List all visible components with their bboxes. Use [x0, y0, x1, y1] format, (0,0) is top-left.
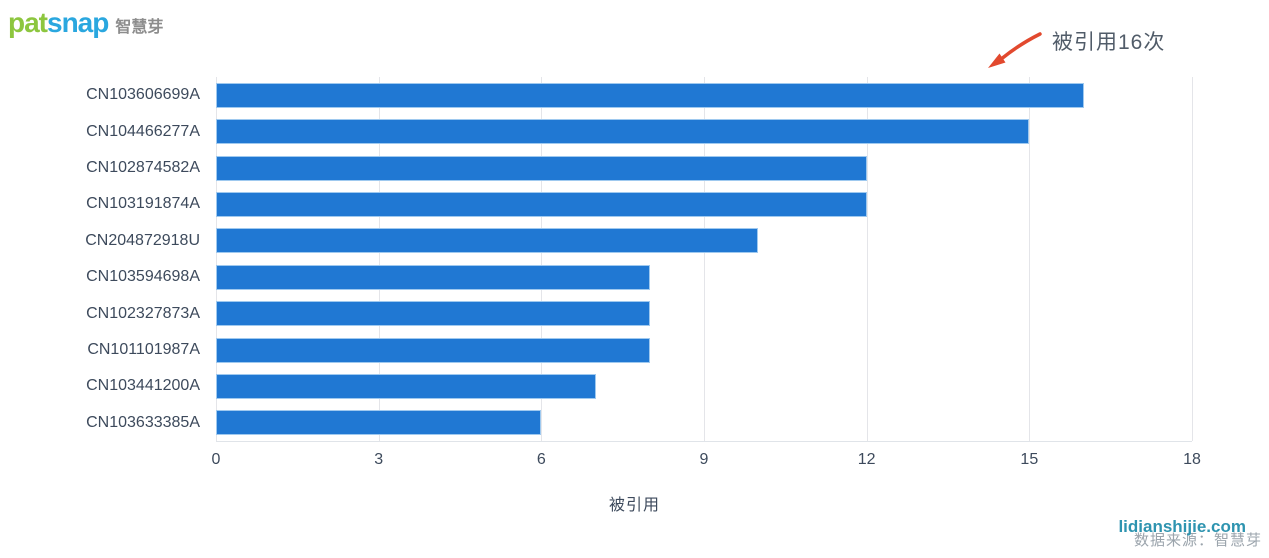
y-axis-label: CN101101987A	[87, 340, 200, 358]
y-axis-label: CN204872918U	[85, 231, 200, 249]
gridline	[1192, 77, 1193, 441]
bar-CN103191874A[interactable]	[216, 191, 867, 217]
x-axis-title: 被引用	[608, 497, 660, 514]
x-tick-label: 3	[374, 451, 384, 468]
logo-pat: pat	[8, 7, 48, 38]
footer: lidianshijie.com 数据来源：智慧芽	[1118, 517, 1262, 550]
bar-CN103594698A[interactable]	[216, 264, 650, 290]
y-axis-labels: CN103606699A CN104466277A CN102874582A CN10…	[0, 77, 208, 442]
annotation-arrow-icon	[988, 32, 1042, 68]
x-tick-label: 6	[536, 451, 546, 468]
x-tick-label: 12	[857, 451, 876, 468]
gridline	[541, 77, 543, 441]
plot-area	[216, 77, 1193, 442]
x-tick-label: 18	[1183, 451, 1201, 468]
logo-wordmark: patsnap	[8, 7, 109, 39]
x-axis-ticks: 0 3 6 9 12 15 18	[212, 450, 1201, 470]
gridline	[704, 77, 705, 441]
x-tick-label: 0	[211, 451, 221, 468]
gridline	[378, 77, 380, 441]
bar-CN102874582A[interactable]	[216, 155, 867, 181]
x-tick-label: 15	[1020, 451, 1039, 468]
y-axis-label: CN103594698A	[86, 268, 200, 286]
y-axis-label: CN103633385A	[86, 413, 200, 431]
logo-snap: snap	[47, 7, 109, 38]
bar-CN204872918U[interactable]	[216, 228, 759, 254]
bar-CN101101987A[interactable]	[216, 337, 650, 363]
x-tick-label: 9	[699, 451, 709, 468]
bar-CN103441200A[interactable]	[216, 373, 596, 399]
y-axis-label: CN103606699A	[86, 86, 200, 104]
bar-CN103606699A[interactable]	[216, 82, 1084, 108]
patsnap-logo: patsnap 智慧芽	[8, 7, 163, 39]
bar-CN102327873A[interactable]	[216, 301, 650, 327]
y-axis-label: CN103191874A	[86, 195, 200, 213]
y-axis-label: CN104466277A	[86, 122, 200, 140]
gridlines	[216, 77, 1193, 441]
data-source-label: 数据来源：智慧芽	[1133, 532, 1262, 549]
logo-brand-cn: 智慧芽	[115, 19, 164, 36]
watermark-link: lidianshijie.com	[1118, 517, 1246, 536]
bar-CN104466277A[interactable]	[216, 119, 1030, 145]
gridline	[216, 77, 217, 441]
y-axis-label: CN102874582A	[86, 158, 200, 176]
y-axis-label: CN103441200A	[86, 377, 200, 395]
y-axis-label: CN102327873A	[86, 304, 200, 322]
annotation-label: 被引用16次	[1052, 31, 1166, 54]
gridline	[866, 77, 868, 441]
bar-CN103633385A[interactable]	[216, 410, 542, 436]
gridline	[1029, 77, 1031, 441]
